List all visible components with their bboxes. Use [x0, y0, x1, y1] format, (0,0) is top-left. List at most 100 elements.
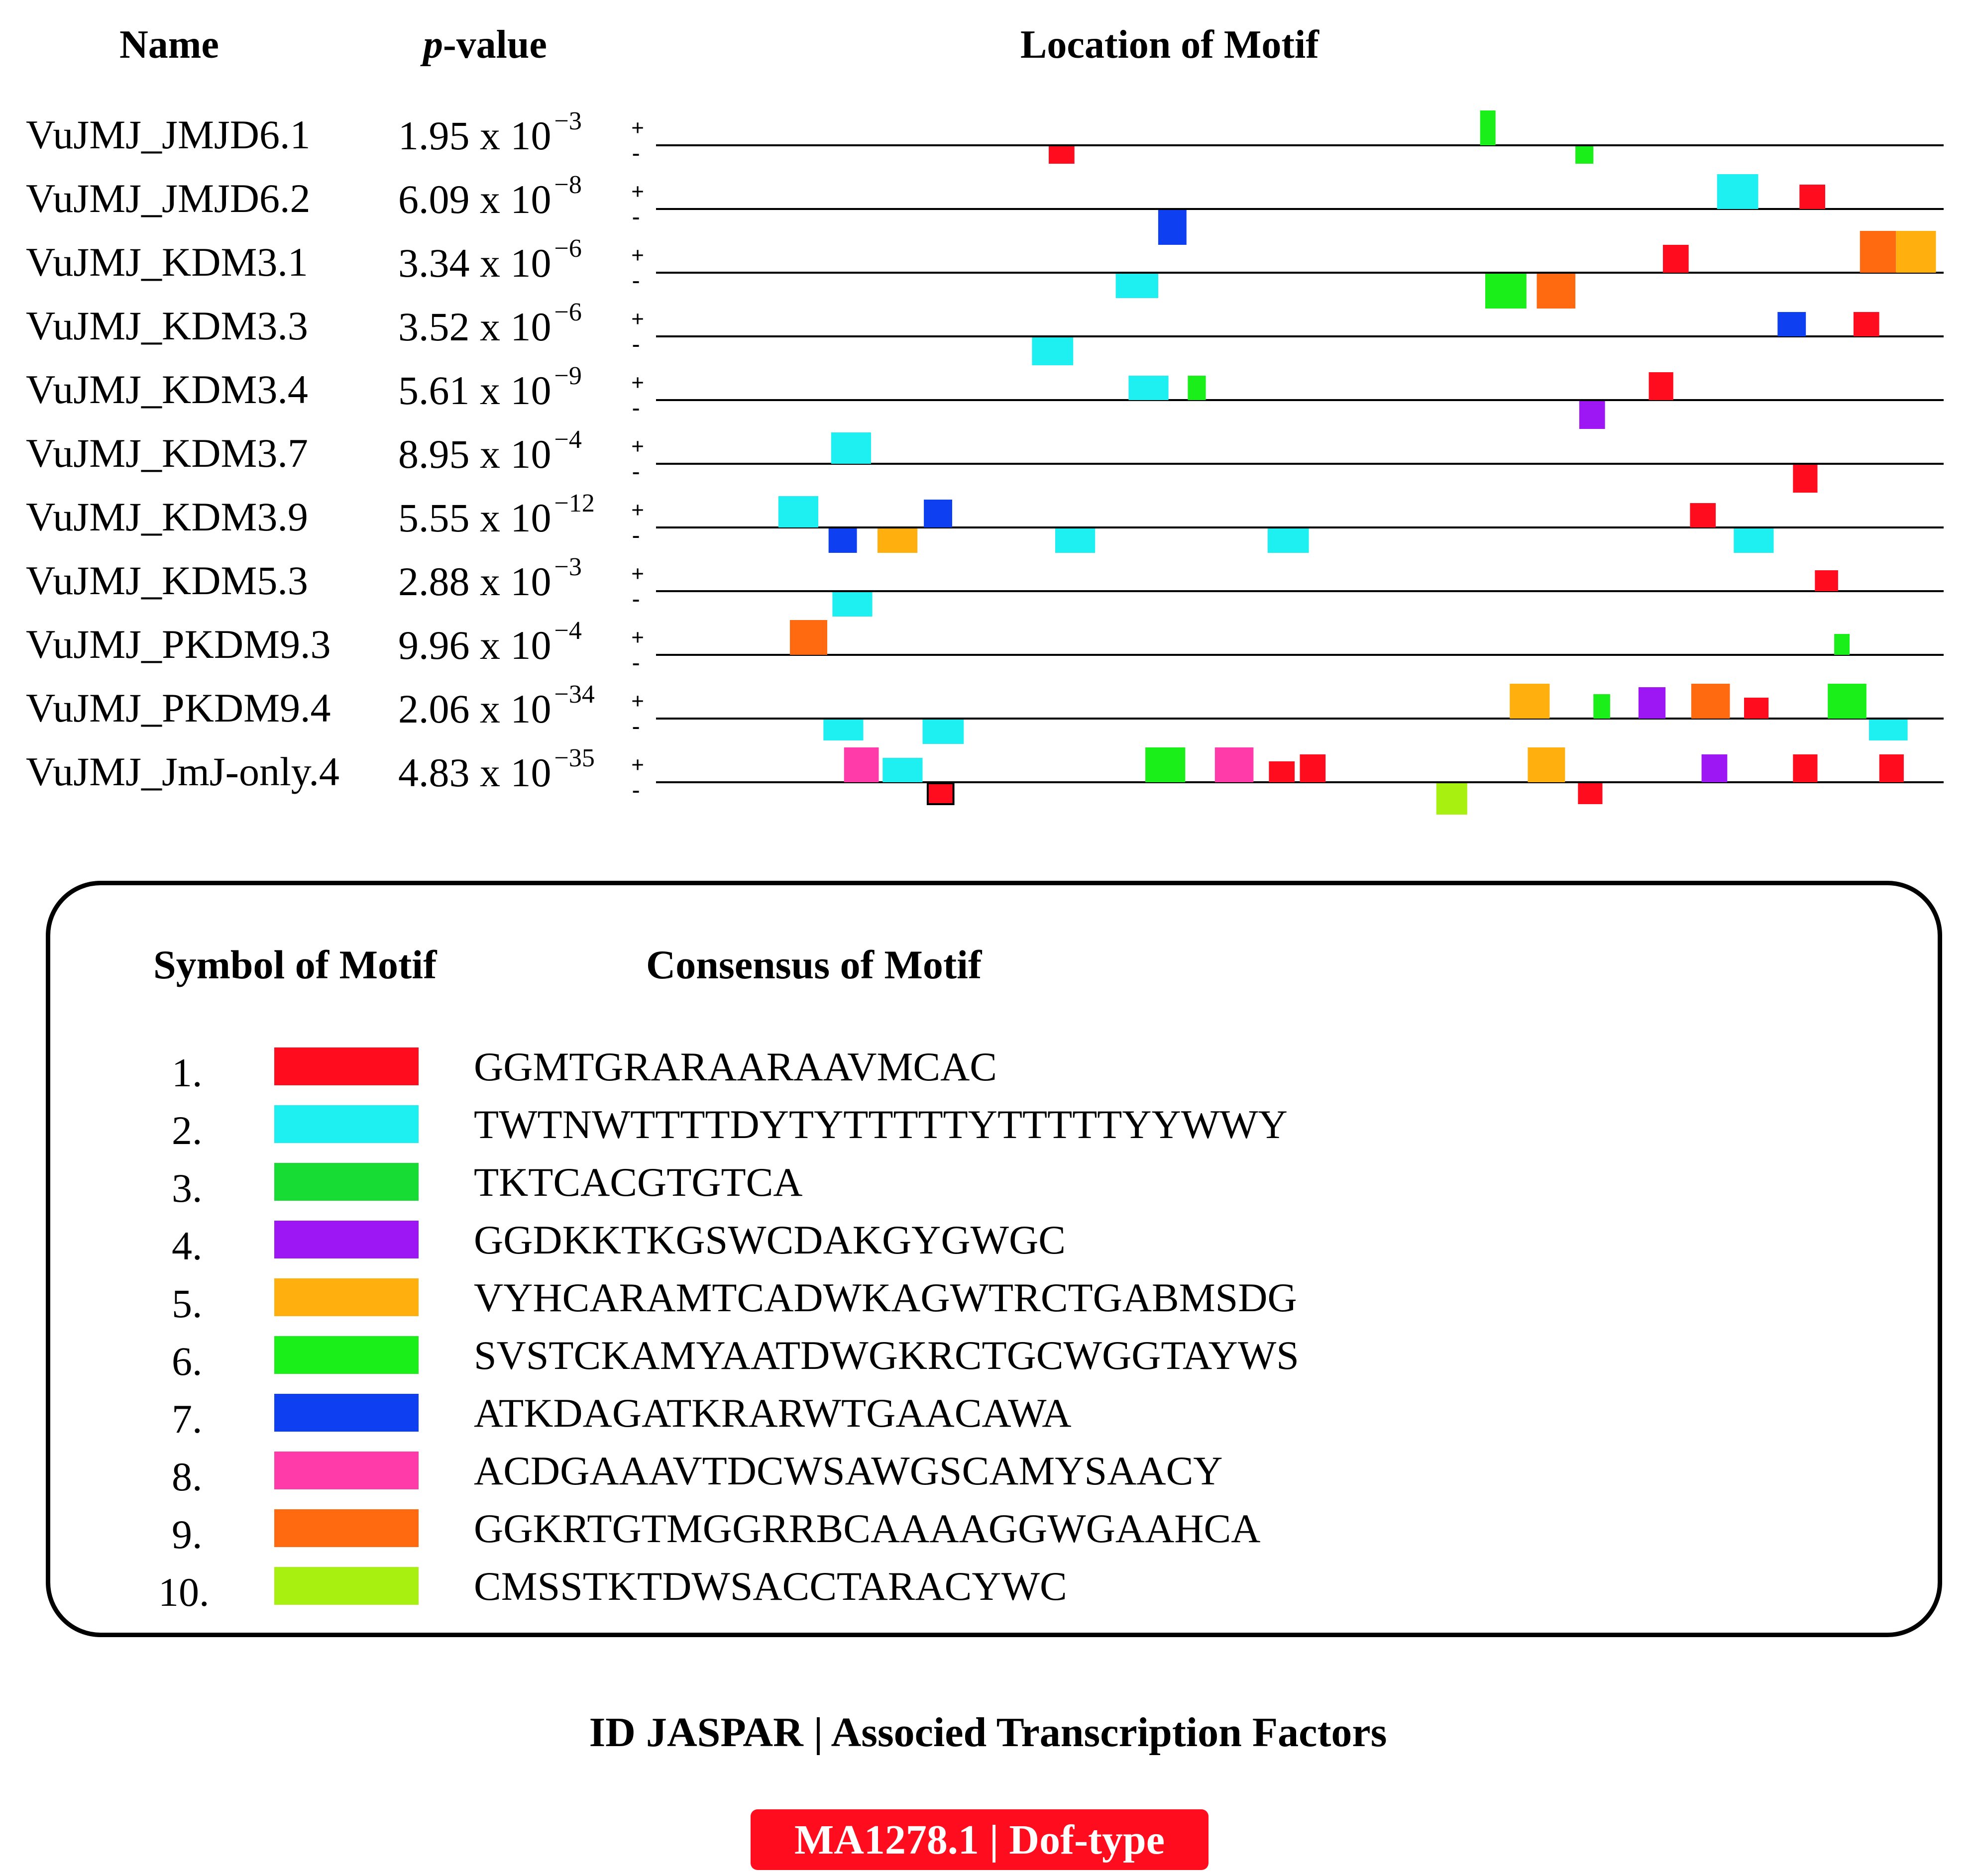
motif-2-mark — [832, 592, 873, 617]
sequence-name: VuJMJ_JmJ-only.4 — [26, 749, 339, 794]
motif-9-mark — [1691, 684, 1730, 719]
legend-number: 1. — [172, 1050, 203, 1095]
motif-9-mark — [790, 620, 827, 655]
legend-symbol-header: Symbol of Motif — [153, 942, 437, 987]
motif-6-mark — [1145, 747, 1186, 782]
legend-consensus: TWTNWTTTTDYTYTTTTTYTTTTTYYWWY — [474, 1102, 1288, 1147]
strand-minus-marker: - — [632, 777, 640, 802]
legend-number: 9. — [172, 1512, 203, 1557]
pvalue-exponent: −3 — [554, 107, 582, 135]
legend-number: 5. — [172, 1281, 203, 1326]
strand-plus-marker: + — [631, 433, 645, 459]
motif-1-mark — [1815, 570, 1838, 591]
motif-8-mark — [1214, 747, 1254, 782]
motif-6-mark — [1485, 274, 1527, 309]
motif-6-mark — [1480, 110, 1496, 145]
motif-2-mark — [1115, 274, 1158, 298]
pvalue-base: 2.06 x 10 — [398, 686, 551, 731]
sequence-pvalue: 8.95 x 10 −4 — [398, 427, 582, 475]
legend-swatch — [274, 1047, 419, 1085]
pvalue-column-header: p-value — [423, 25, 547, 65]
pvalue-exponent: −9 — [554, 362, 582, 390]
strand-minus-marker: - — [632, 140, 640, 165]
strand-plus-marker: + — [631, 115, 645, 140]
pvalue-exponent: −3 — [554, 553, 582, 581]
strand-minus-marker: - — [632, 204, 640, 229]
sequence-name: VuJMJ_PKDM9.3 — [26, 622, 331, 667]
sequence-name: VuJMJ_KDM5.3 — [26, 558, 308, 603]
motif-1-mark — [1300, 754, 1326, 782]
motif-10-mark — [1436, 783, 1467, 815]
motif-1-mark — [1269, 761, 1295, 782]
sequence-pvalue: 5.61 x 10 −9 — [398, 363, 582, 413]
motif-legend-box — [46, 881, 1942, 1637]
sequence-name: VuJMJ_KDM3.3 — [26, 303, 308, 348]
motif-2-mark — [882, 758, 923, 782]
sequence-name: VuJMJ_KDM3.7 — [26, 430, 308, 476]
legend-swatch — [274, 1394, 419, 1432]
strand-minus-marker: - — [632, 331, 640, 356]
motif-5-mark — [1528, 747, 1565, 782]
motif-7-mark — [924, 500, 952, 527]
motif-1-mark — [1049, 146, 1075, 164]
motif-5-mark — [1510, 684, 1550, 719]
pvalue-exponent: −6 — [554, 234, 582, 263]
motif-2-mark — [1267, 528, 1309, 553]
legend-number: 8. — [172, 1454, 203, 1499]
legend-consensus-header: Consensus of Motif — [646, 942, 982, 987]
legend-swatch — [274, 1509, 419, 1547]
legend-number: 3. — [172, 1165, 203, 1211]
legend-consensus: GGMTGRARAARAAVMCAC — [474, 1044, 997, 1089]
pvalue-exponent: −4 — [554, 425, 582, 454]
strand-minus-marker: - — [632, 522, 640, 547]
sequence-name: VuJMJ_KDM3.9 — [26, 494, 308, 539]
strand-plus-marker: + — [631, 242, 645, 268]
motif-5-mark — [878, 528, 918, 553]
transcription-factor-badge: MA1278.1 | Dof-type — [751, 1809, 1208, 1870]
motif-location-diagram — [656, 110, 1944, 815]
pvalue-header-rest: -value — [443, 23, 547, 67]
sequence-name: VuJMJ_KDM3.4 — [26, 367, 308, 412]
sequence-pvalue: 6.09 x 10 −8 — [398, 172, 582, 220]
motif-6-mark — [1575, 146, 1594, 164]
pvalue-exponent: −35 — [554, 744, 595, 772]
legend-swatch — [274, 1105, 419, 1143]
legend-consensus: GGKRTGTMGGRRBCAAAAGGWGAAHCA — [474, 1506, 1261, 1551]
motif-6-mark — [1593, 694, 1610, 719]
motif-2-mark — [823, 720, 864, 740]
sequence-pvalue: 2.88 x 10 −3 — [398, 554, 582, 602]
legend-number: 4. — [172, 1223, 203, 1268]
legend-swatch — [274, 1567, 419, 1605]
pvalue-base: 5.61 x 10 — [398, 368, 551, 413]
motif-6-mark — [1834, 634, 1850, 655]
legend-consensus: ATKDAGATKRARWTGAACAWA — [474, 1390, 1072, 1436]
sequence-name: VuJMJ_JMJD6.2 — [26, 176, 311, 221]
legend-consensus: VYHCARAMTCADWKAGWTRCTGABMSDG — [474, 1275, 1297, 1320]
motif-4-mark — [1579, 401, 1605, 429]
legend-number: 10. — [158, 1569, 210, 1615]
sequence-pvalue: 9.96 x 10 −4 — [398, 618, 582, 666]
legend-swatch — [274, 1163, 419, 1201]
pvalue-exponent: −12 — [554, 489, 595, 518]
jaspar-title: ID JASPAR | Associed Transcription Facto… — [589, 1709, 1387, 1756]
sequence-name: VuJMJ_KDM3.1 — [26, 239, 308, 285]
motif-4-mark — [1701, 754, 1728, 782]
strand-minus-marker: - — [632, 713, 640, 738]
pvalue-exponent: −4 — [554, 617, 582, 645]
motif-2-mark — [1717, 174, 1758, 209]
strand-minus-marker: - — [632, 649, 640, 675]
sequence-name: VuJMJ_PKDM9.4 — [26, 685, 331, 730]
motif-1-mark — [1744, 698, 1769, 719]
pvalue-base: 5.55 x 10 — [398, 495, 551, 540]
location-column-header: Location of Motif — [1020, 23, 1319, 67]
motif-6-mark — [1828, 684, 1866, 719]
motif-1-mark — [1663, 245, 1689, 273]
strand-plus-marker: + — [631, 688, 645, 714]
strand-minus-marker: - — [632, 458, 640, 484]
strand-plus-marker: + — [631, 370, 645, 395]
pvalue-base: 1.95 x 10 — [398, 113, 551, 158]
motif-7-mark — [1777, 312, 1806, 336]
motif-2-mark — [1032, 337, 1074, 365]
sequence-name: VuJMJ_JMJD6.1 — [26, 112, 311, 157]
motif-4-mark — [1638, 687, 1666, 719]
